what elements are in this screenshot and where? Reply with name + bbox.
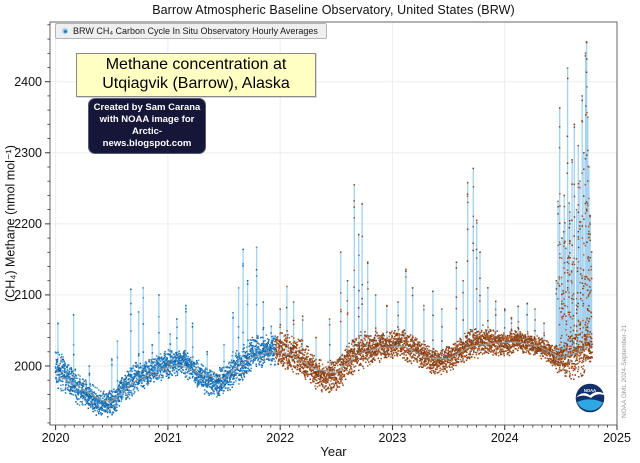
annotation-line2: Utqiagvik (Barrow), Alaska: [102, 74, 290, 92]
noaa-logo-icon: NOAA: [575, 383, 605, 413]
noaa-logo-text: NOAA: [584, 388, 596, 393]
annotation-line1: Methane concentration at: [105, 56, 287, 73]
legend-label: BRW CH₄ Carbon Cycle In Situ Observatory…: [73, 26, 318, 36]
legend-dot-icon: [62, 28, 68, 34]
watermark-text: NOAA GML 2024-September-21: [621, 324, 628, 418]
legend: BRW CH₄ Carbon Cycle In Situ Observatory…: [55, 23, 327, 39]
credit-line2: with NOAA image for: [99, 114, 195, 125]
annotation-box: Methane concentration at Utqiagvik (Barr…: [76, 53, 316, 97]
y-axis-label: (CH₄) Methane (nmol mol⁻¹): [3, 145, 18, 302]
x-axis-label: Year: [320, 444, 347, 459]
page-title: Barrow Atmospheric Baseline Observatory,…: [152, 3, 515, 17]
credit-box: Created by Sam Carana with NOAA image fo…: [88, 98, 206, 154]
credit-line1: Created by Sam Carana: [93, 102, 201, 113]
credit-line3: Arctic-news.blogspot.com: [102, 126, 192, 149]
